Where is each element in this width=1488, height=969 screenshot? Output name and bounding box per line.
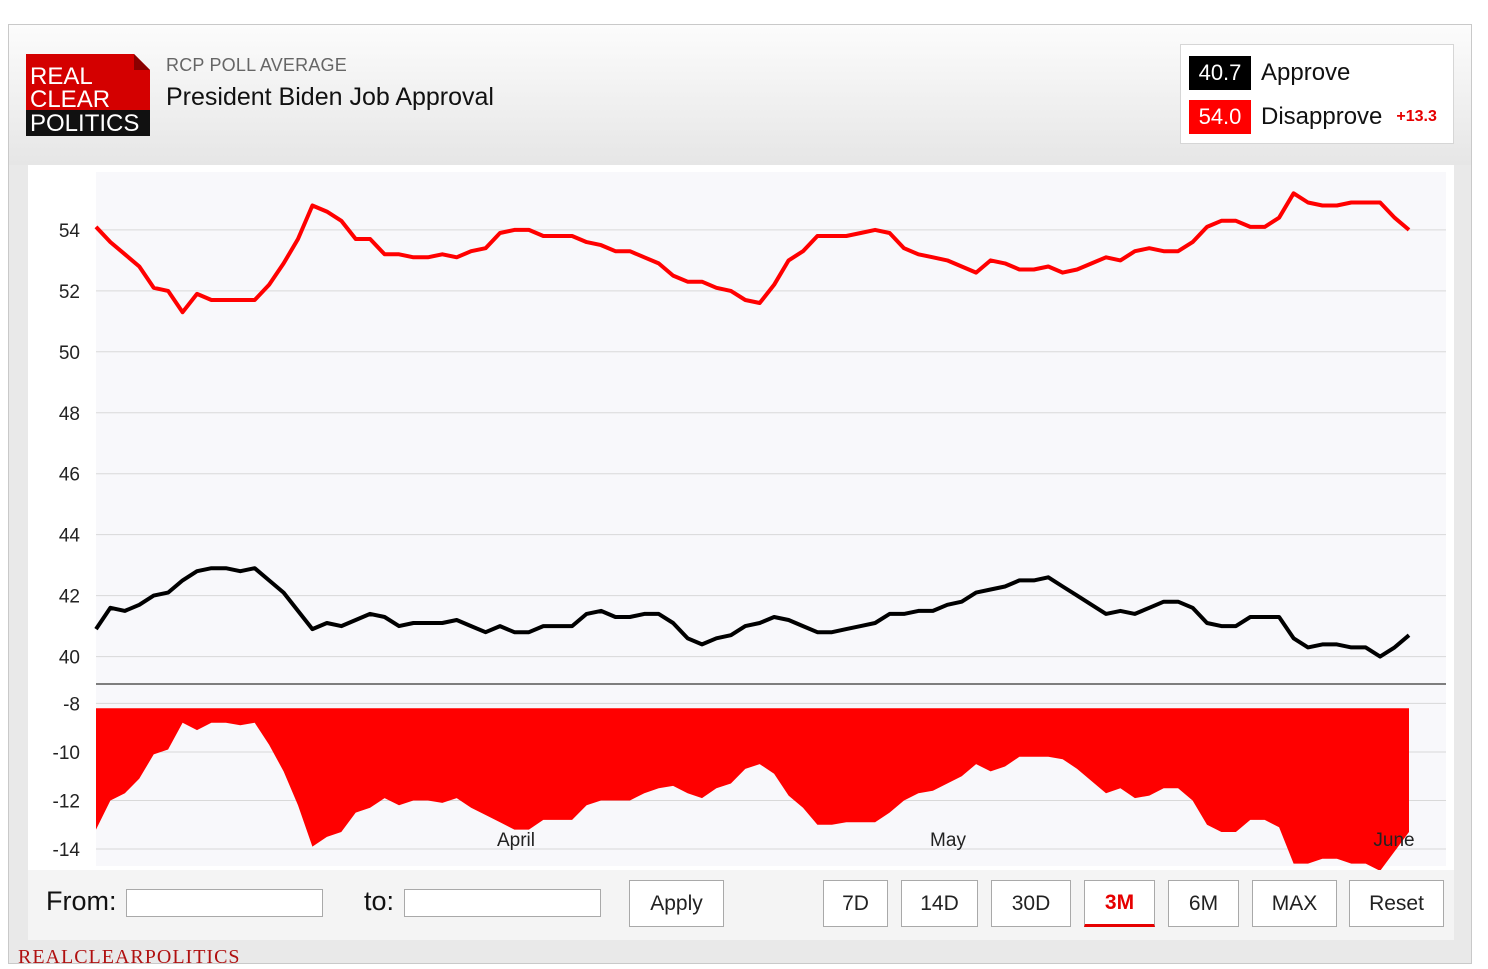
- plot-area: [28, 165, 1454, 870]
- legend-approve: 40.7 Approve: [1189, 56, 1350, 90]
- range-7d-button[interactable]: 7D: [823, 880, 888, 927]
- footer-watermark: REALCLEARPOLITICS: [18, 946, 241, 968]
- logo-line-2: CLEAR: [30, 86, 110, 113]
- to-date-input[interactable]: [404, 889, 601, 917]
- range-14d-button[interactable]: 14D: [901, 880, 978, 927]
- disapprove-label: Disapprove: [1261, 103, 1383, 130]
- range-max-button[interactable]: MAX: [1252, 880, 1337, 927]
- disapprove-value: 54.0: [1189, 100, 1251, 134]
- from-label: From:: [46, 886, 117, 916]
- chart-title: President Biden Job Approval: [166, 83, 494, 111]
- approve-label: Approve: [1261, 59, 1351, 86]
- to-label: to:: [364, 886, 395, 916]
- logo-line-3: POLITICS: [30, 110, 139, 136]
- legend-disapprove: 54.0 Disapprove +13.3: [1189, 100, 1437, 134]
- poll-average-kicker: RCP POLL AVERAGE: [166, 55, 347, 75]
- apply-button[interactable]: Apply: [629, 880, 724, 927]
- range-30d-button[interactable]: 30D: [991, 880, 1071, 927]
- spread-value: +13.3: [1396, 108, 1437, 125]
- range-3m-button[interactable]: 3M: [1084, 880, 1155, 927]
- approve-value: 40.7: [1189, 56, 1251, 90]
- rcp-logo[interactable]: REAL CLEAR POLITICS: [26, 54, 150, 136]
- legend-box: 40.7 Approve 54.0 Disapprove +13.3: [1180, 44, 1454, 144]
- logo-line-1: REAL: [30, 63, 93, 90]
- range-6m-button[interactable]: 6M: [1168, 880, 1239, 927]
- from-date-input[interactable]: [126, 889, 323, 917]
- reset-button[interactable]: Reset: [1349, 880, 1444, 927]
